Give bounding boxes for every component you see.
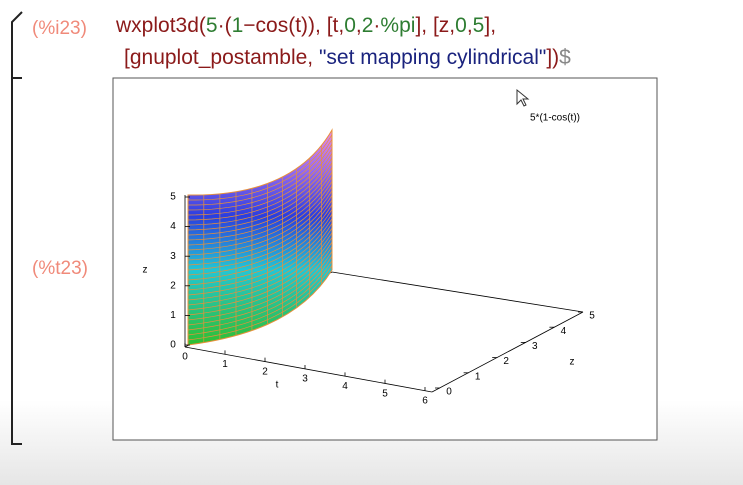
code-token: , — [466, 14, 473, 37]
tick-label: 5 — [382, 388, 388, 399]
tick-label: 2 — [262, 366, 268, 377]
tick-label: 1 — [475, 371, 481, 382]
code-token: 2 — [361, 14, 374, 37]
code-token: wxplot3d( — [116, 14, 206, 37]
tick-label: 6 — [422, 396, 428, 407]
code-token: 1 — [231, 14, 244, 37]
code-token: $ — [559, 46, 571, 69]
tick-label: 4 — [170, 221, 176, 232]
tick-label: 1 — [170, 310, 176, 321]
axes — [184, 195, 584, 393]
tick-label: 5 — [589, 311, 595, 322]
legend: 5*(1-cos(t)) — [530, 113, 580, 124]
code-token: 5 — [205, 14, 218, 37]
tick-label: 3 — [302, 374, 308, 385]
tick-label: 4 — [561, 326, 567, 337]
code-token: −cos(t)), [t, — [243, 14, 345, 37]
axis-label: t — [276, 380, 279, 391]
tick-label: 1 — [222, 359, 228, 370]
mouse-cursor — [516, 88, 530, 107]
code-token: 5 — [472, 14, 485, 37]
axis-label: z — [143, 265, 148, 276]
code-token: ], — [484, 14, 497, 37]
tick-label: 0 — [182, 352, 188, 363]
code-line[interactable]: [gnuplot_postamble, "set mapping cylindr… — [124, 46, 571, 70]
surface — [187, 128, 333, 346]
input-label: (%i23) — [32, 18, 87, 39]
code-token: 0 — [455, 14, 467, 37]
tick-label: 2 — [503, 356, 509, 367]
tick-label: 3 — [532, 341, 538, 352]
code-token: ], [z, — [415, 14, 456, 37]
tick-label: 2 — [170, 280, 176, 291]
code-token: ·( — [217, 14, 232, 37]
code-token: %pi — [380, 14, 416, 37]
code-token: · — [373, 14, 381, 37]
code-token: [gnuplot_postamble, — [124, 46, 319, 69]
code-token: "set mapping cylindrical" — [318, 46, 547, 69]
tick-label: 4 — [342, 381, 348, 392]
tick-label: 3 — [170, 251, 176, 262]
code-token: , — [355, 14, 362, 37]
code-token: 0 — [344, 14, 356, 37]
tick-label: 5 — [170, 192, 176, 203]
input-bracket[interactable] — [11, 11, 23, 78]
output-bracket[interactable] — [11, 77, 22, 445]
tick-label: 0 — [170, 340, 176, 351]
output-label: (%t23) — [32, 258, 88, 279]
surface-mesh — [187, 134, 333, 343]
tick-label: 0 — [446, 387, 452, 398]
axis-label: z — [570, 357, 575, 368]
code-line[interactable]: wxplot3d(5·(1−cos(t)), [t,0,2·%pi], [z,0… — [116, 14, 496, 38]
code-token: ]) — [546, 46, 560, 69]
